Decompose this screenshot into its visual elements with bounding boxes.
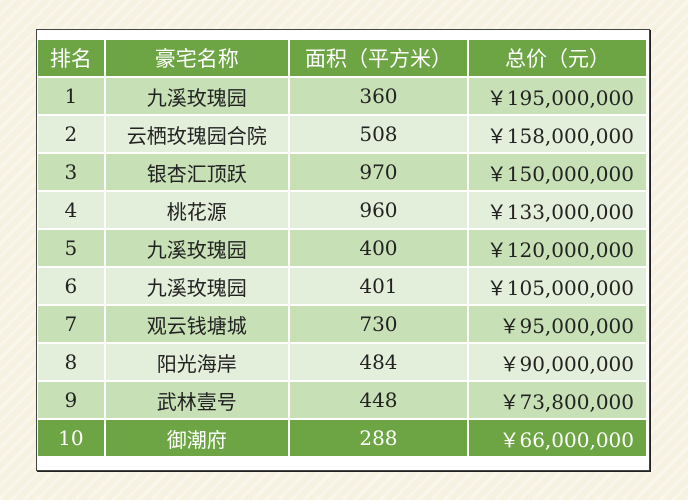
table-row: 9 武林壹号 448 ￥73,800,000 xyxy=(38,382,646,418)
header-row: 排名 豪宅名称 面积（平方米） 总价（元） xyxy=(38,40,646,76)
cell-rank: 3 xyxy=(38,154,104,190)
cell-price: ￥158,000,000 xyxy=(469,116,646,152)
cell-price: ￥133,000,000 xyxy=(469,192,646,228)
cell-price: ￥66,000,000 xyxy=(469,420,646,456)
cell-rank: 10 xyxy=(38,420,104,456)
header-price: 总价（元） xyxy=(469,40,646,76)
cell-area: 970 xyxy=(289,154,468,190)
table-row: 8 阳光海岸 484 ￥90,000,000 xyxy=(38,344,646,380)
table-row: 6 九溪玫瑰园 401 ￥105,000,000 xyxy=(38,268,646,304)
header-area: 面积（平方米） xyxy=(289,40,468,76)
cell-name: 武林壹号 xyxy=(105,382,288,418)
luxury-home-ranking-table: 排名 豪宅名称 面积（平方米） 总价（元） 1 九溪玫瑰园 360 ￥195,000,… xyxy=(36,38,648,458)
cell-name: 御潮府 xyxy=(105,420,288,456)
cell-area: 400 xyxy=(289,230,468,266)
cell-name: 阳光海岸 xyxy=(105,344,288,380)
table-row: 7 观云钱塘城 730 ￥95,000,000 xyxy=(38,306,646,342)
ranking-table-frame: 排名 豪宅名称 面积（平方米） 总价（元） 1 九溪玫瑰园 360 ￥195,000,… xyxy=(36,29,650,471)
cell-area: 960 xyxy=(289,192,468,228)
cell-area: 448 xyxy=(289,382,468,418)
cell-area: 288 xyxy=(289,420,468,456)
cell-rank: 7 xyxy=(38,306,104,342)
table-row: 10 御潮府 288 ￥66,000,000 xyxy=(38,420,646,456)
cell-rank: 4 xyxy=(38,192,104,228)
table-row: 2 云栖玫瑰园合院 508 ￥158,000,000 xyxy=(38,116,646,152)
cell-name: 九溪玫瑰园 xyxy=(105,230,288,266)
cell-name: 九溪玫瑰园 xyxy=(105,268,288,304)
cell-area: 484 xyxy=(289,344,468,380)
table-row: 3 银杏汇顶跃 970 ￥150,000,000 xyxy=(38,154,646,190)
cell-area: 730 xyxy=(289,306,468,342)
cell-name: 九溪玫瑰园 xyxy=(105,78,288,114)
cell-rank: 6 xyxy=(38,268,104,304)
cell-name: 银杏汇顶跃 xyxy=(105,154,288,190)
cell-price: ￥95,000,000 xyxy=(469,306,646,342)
cell-name: 云栖玫瑰园合院 xyxy=(105,116,288,152)
cell-area: 360 xyxy=(289,78,468,114)
cell-price: ￥90,000,000 xyxy=(469,344,646,380)
cell-rank: 2 xyxy=(38,116,104,152)
cell-price: ￥120,000,000 xyxy=(469,230,646,266)
cell-price: ￥150,000,000 xyxy=(469,154,646,190)
cell-price: ￥195,000,000 xyxy=(469,78,646,114)
cell-rank: 8 xyxy=(38,344,104,380)
table-row: 1 九溪玫瑰园 360 ￥195,000,000 xyxy=(38,78,646,114)
cell-name: 观云钱塘城 xyxy=(105,306,288,342)
header-name: 豪宅名称 xyxy=(105,40,288,76)
header-rank: 排名 xyxy=(38,40,104,76)
cell-rank: 5 xyxy=(38,230,104,266)
table-row: 4 桃花源 960 ￥133,000,000 xyxy=(38,192,646,228)
cell-name: 桃花源 xyxy=(105,192,288,228)
cell-area: 401 xyxy=(289,268,468,304)
table-row: 5 九溪玫瑰园 400 ￥120,000,000 xyxy=(38,230,646,266)
cell-price: ￥105,000,000 xyxy=(469,268,646,304)
cell-area: 508 xyxy=(289,116,468,152)
cell-price: ￥73,800,000 xyxy=(469,382,646,418)
cell-rank: 9 xyxy=(38,382,104,418)
cell-rank: 1 xyxy=(38,78,104,114)
